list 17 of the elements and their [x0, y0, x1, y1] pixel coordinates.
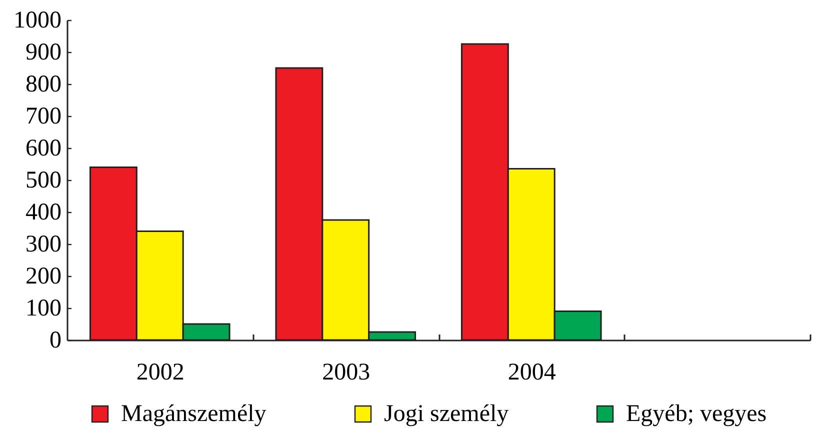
- x-tick-label: 2002: [136, 360, 184, 386]
- legend-label: Jogi személy: [384, 401, 509, 427]
- y-tick-label: 0: [50, 328, 62, 354]
- y-tick-label: 1000: [14, 8, 62, 34]
- y-tick-label: 400: [26, 200, 62, 226]
- y-tick-label: 300: [26, 232, 62, 258]
- y-tick-label: 600: [26, 136, 62, 162]
- x-tick-label: 2004: [508, 360, 556, 386]
- x-tick-label: 2003: [322, 360, 370, 386]
- y-tick-label: 900: [26, 40, 62, 66]
- legend-label: Egyéb; vegyes: [626, 401, 767, 427]
- y-tick-label: 200: [26, 264, 62, 290]
- y-tick-label: 500: [26, 168, 62, 194]
- legend-label: Magánszemély: [121, 401, 266, 427]
- y-tick-label: 700: [26, 104, 62, 130]
- y-tick-label: 100: [26, 296, 62, 322]
- y-tick-label: 800: [26, 72, 62, 98]
